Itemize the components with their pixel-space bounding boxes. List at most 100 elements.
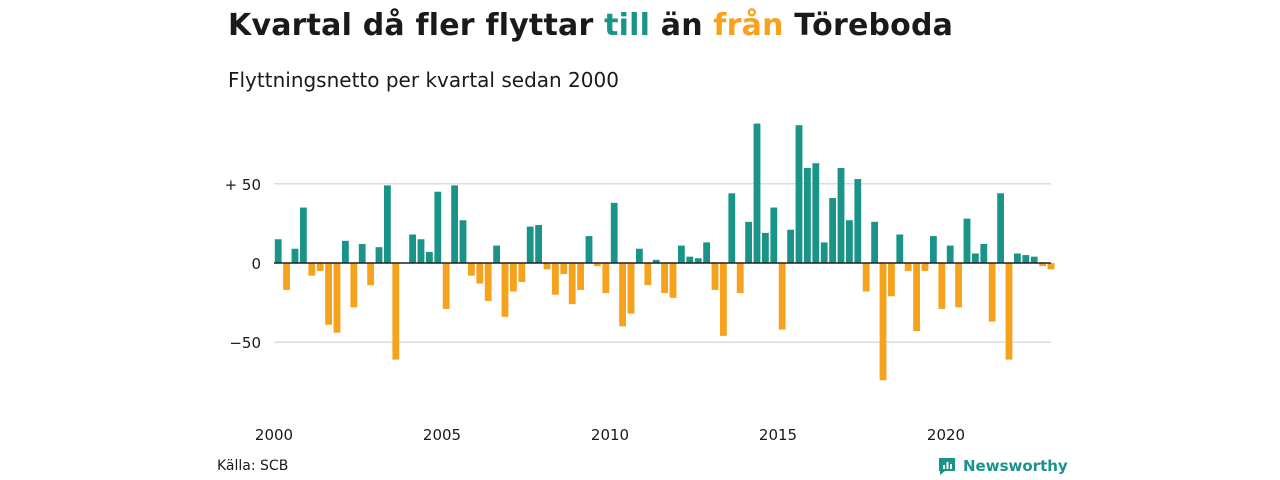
bar (829, 198, 836, 263)
bar (1022, 255, 1030, 263)
bar (501, 263, 509, 317)
bar (358, 243, 366, 263)
bar (610, 202, 618, 263)
bar (745, 221, 752, 263)
bar (291, 248, 299, 263)
bar (804, 167, 811, 263)
chart-title: Kvartal då fler flyttar till än från Tör… (228, 8, 953, 43)
source-note: Källa: SCB (217, 458, 289, 474)
bar (930, 236, 937, 263)
bar (602, 263, 610, 294)
bar (308, 263, 316, 276)
bar (451, 185, 458, 263)
bar (392, 263, 400, 360)
title-highlight-fran: från (713, 8, 784, 43)
bar (636, 248, 643, 263)
x-tick-label: 2000 (255, 426, 293, 444)
bar (787, 229, 794, 263)
bar (1014, 253, 1021, 263)
bars (274, 123, 1055, 381)
bar (484, 263, 492, 302)
bar (543, 263, 551, 270)
bar (913, 263, 920, 332)
bar (510, 263, 517, 292)
bar (367, 263, 374, 286)
bar (627, 263, 635, 314)
bar (426, 251, 433, 263)
x-tick-label: 2020 (927, 426, 965, 444)
bar (577, 263, 584, 290)
title-part-3: Töreboda (783, 8, 954, 43)
bar (468, 263, 475, 276)
title-part-1: Kvartal då fler flyttar (228, 8, 605, 43)
bar (694, 258, 702, 263)
bar (652, 259, 660, 263)
bar (526, 226, 534, 263)
bar (703, 242, 710, 263)
x-tick-label: 2010 (591, 426, 629, 444)
bar (568, 263, 576, 305)
bar (980, 243, 988, 263)
x-tick-label: 2015 (759, 426, 797, 444)
bar (316, 263, 324, 271)
bar (594, 263, 601, 267)
bar (946, 245, 954, 263)
bar (795, 125, 803, 263)
title-part-2: än (650, 8, 714, 43)
bar (333, 263, 341, 333)
bar (375, 247, 383, 263)
bar (585, 236, 593, 263)
bar (274, 239, 282, 263)
bar (720, 263, 727, 336)
bar (879, 263, 887, 381)
bar (476, 263, 484, 284)
bar (753, 123, 761, 263)
bar (938, 263, 946, 309)
bar (1047, 263, 1055, 270)
bar (552, 263, 559, 295)
bar (661, 263, 668, 294)
bar (711, 263, 719, 290)
y-tick-label: 0 (251, 255, 261, 273)
y-tick-label: −50 (229, 334, 261, 352)
bar (997, 193, 1004, 263)
bar (736, 263, 744, 294)
bar (955, 263, 962, 308)
bar (1039, 263, 1046, 267)
bar (871, 221, 878, 263)
y-axis-ticks: + 50 0 −50 (225, 176, 261, 352)
bar (972, 253, 979, 263)
brand-name: Newsworthy (963, 457, 1068, 475)
bar (686, 256, 694, 263)
bar (921, 263, 929, 271)
bar (669, 263, 677, 298)
newsworthy-icon (939, 458, 955, 475)
bar (778, 263, 786, 330)
bar (619, 263, 626, 327)
bar (862, 263, 870, 292)
newsworthy-logo[interactable]: Newsworthy (937, 456, 1068, 476)
bar (1005, 263, 1013, 360)
bar (518, 263, 526, 283)
x-tick-label: 2005 (423, 426, 461, 444)
x-axis-ticks: 2000 2005 2010 2015 2020 (255, 426, 965, 444)
bar (888, 263, 895, 297)
bar (846, 220, 853, 263)
bar (728, 193, 736, 263)
bar (350, 263, 358, 308)
bar (1030, 256, 1038, 263)
bar (283, 263, 290, 290)
gridlines (274, 183, 1051, 343)
bar (535, 224, 542, 263)
y-tick-label: + 50 (225, 176, 261, 194)
bar (896, 234, 904, 263)
bar (409, 234, 416, 263)
bar (988, 263, 996, 322)
bar (678, 245, 685, 263)
bar (342, 240, 349, 263)
bar (812, 163, 820, 263)
chart-subtitle: Flyttningsnetto per kvartal sedan 2000 (228, 68, 619, 92)
bar (384, 185, 391, 263)
bar (493, 245, 500, 263)
bar (820, 242, 828, 263)
